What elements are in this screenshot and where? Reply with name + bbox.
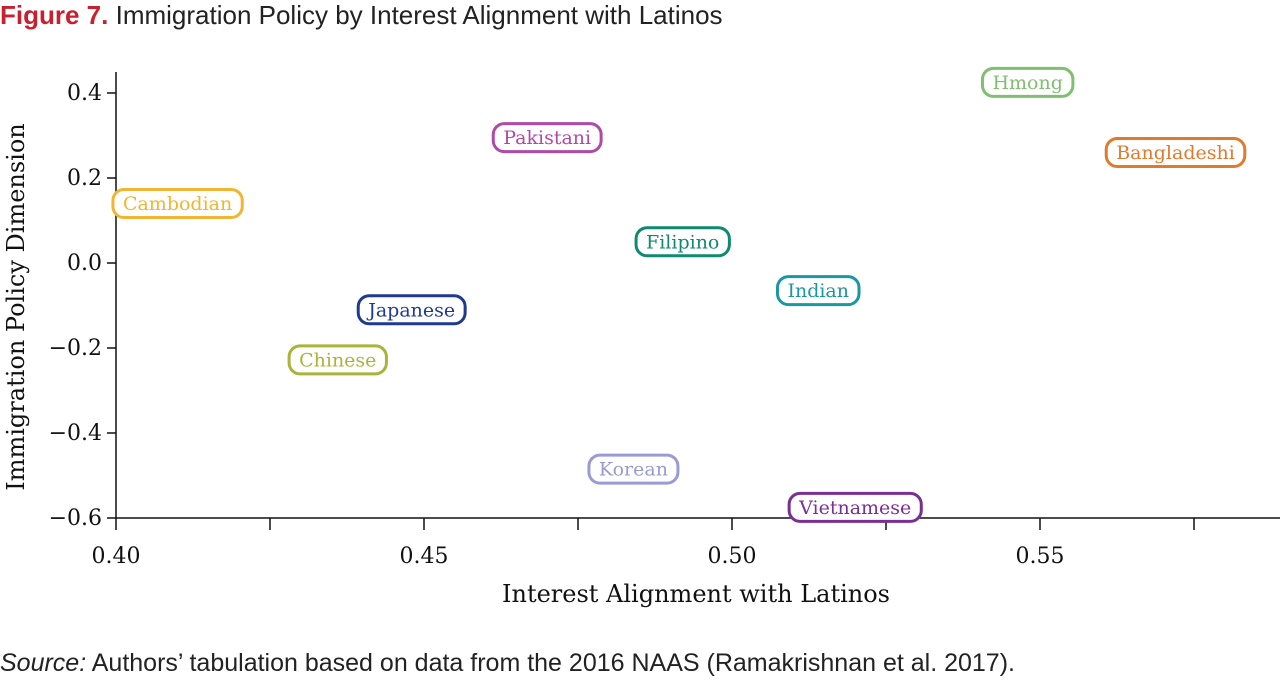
source-note: Source: Authors’ tabulation based on dat… bbox=[0, 648, 1015, 678]
data-point bbox=[980, 66, 1075, 98]
point-label: Bangladeshi bbox=[1116, 142, 1235, 164]
y-tick-label: 0.0 bbox=[67, 251, 102, 276]
data-point bbox=[787, 491, 923, 523]
x-tick-label: 0.40 bbox=[92, 544, 141, 569]
y-axis-title: Immigration Policy Dimension bbox=[2, 123, 30, 491]
point-label: Filipino bbox=[646, 231, 719, 253]
point-label: Korean bbox=[599, 459, 668, 481]
figure-title: Figure 7. Immigration Policy by Interest… bbox=[0, 0, 723, 30]
source-text: Authors’ tabulation based on data from t… bbox=[91, 649, 1015, 677]
y-tick-label: −0.4 bbox=[49, 421, 102, 446]
point-label: Chinese bbox=[299, 349, 376, 371]
x-axis-title: Interest Alignment with Latinos bbox=[502, 580, 890, 608]
point-label: Vietnamese bbox=[798, 497, 911, 519]
x-tick-label: 0.50 bbox=[708, 544, 757, 569]
x-tick-label: 0.45 bbox=[400, 544, 449, 569]
figure-title-text: Immigration Policy by Interest Alignment… bbox=[115, 0, 723, 30]
point-label: Indian bbox=[787, 280, 849, 302]
data-point bbox=[356, 294, 467, 326]
point-label: Hmong bbox=[992, 72, 1062, 94]
point-label: Cambodian bbox=[123, 193, 232, 215]
data-point bbox=[491, 122, 603, 154]
y-tick-label: 0.2 bbox=[67, 166, 102, 191]
x-tick-label: 0.55 bbox=[1016, 544, 1065, 569]
figure-number: Figure 7. bbox=[0, 0, 109, 30]
data-point bbox=[111, 188, 244, 219]
data-point bbox=[1104, 137, 1247, 168]
data-point bbox=[287, 344, 388, 376]
data-point bbox=[587, 453, 680, 485]
point-label: Japanese bbox=[366, 299, 455, 321]
point-label: Pakistani bbox=[503, 127, 591, 149]
data-point bbox=[775, 275, 861, 307]
y-tick-label: −0.2 bbox=[49, 336, 102, 361]
y-tick-label: 0.4 bbox=[67, 81, 102, 106]
source-label: Source: bbox=[0, 649, 87, 677]
y-tick-label: −0.6 bbox=[49, 506, 102, 531]
data-point bbox=[634, 226, 731, 258]
